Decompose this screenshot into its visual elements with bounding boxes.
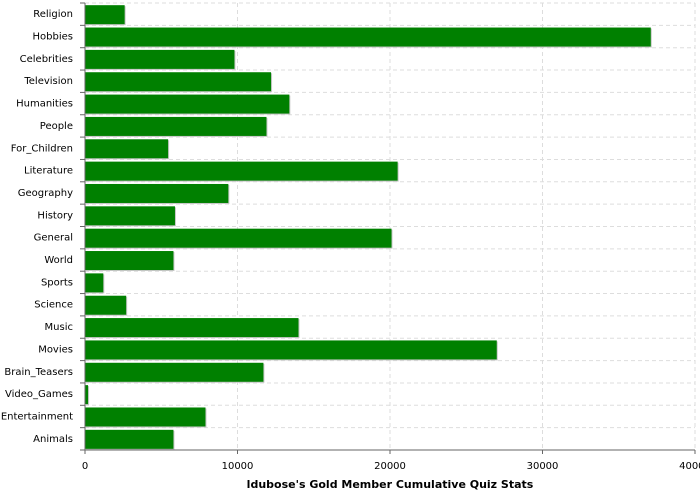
bar xyxy=(85,429,174,449)
y-tick-label: Sports xyxy=(41,277,73,288)
bar xyxy=(85,385,89,405)
x-tick-label: 40000 xyxy=(679,461,700,472)
y-tick-label: General xyxy=(34,233,73,244)
chart-title: ldubose's Gold Member Cumulative Quiz St… xyxy=(247,478,534,491)
bar xyxy=(85,340,497,360)
x-tick-label: 20000 xyxy=(374,461,406,472)
bar xyxy=(85,407,206,427)
y-tick-label: Entertainment xyxy=(1,411,73,422)
bar xyxy=(85,273,104,293)
bar xyxy=(85,139,169,159)
y-tick-label: Religion xyxy=(33,9,73,20)
y-tick-label: Television xyxy=(23,76,73,87)
bar xyxy=(85,116,267,136)
y-tick-label: Hobbies xyxy=(33,32,73,43)
bar xyxy=(85,27,651,47)
y-tick-label: Humanities xyxy=(16,99,73,110)
y-tick-label: Music xyxy=(45,322,73,333)
y-tick-label: Animals xyxy=(33,434,73,445)
bar xyxy=(85,251,174,271)
y-tick-label: History xyxy=(37,210,73,221)
y-tick-label: For_Children xyxy=(11,143,73,154)
bar xyxy=(85,72,272,92)
x-tick-label: 10000 xyxy=(222,461,254,472)
y-tick-label: Video_Games xyxy=(5,389,73,400)
bar xyxy=(85,161,398,181)
bar xyxy=(85,362,264,382)
y-tick-label: Geography xyxy=(18,188,73,199)
y-tick-label: People xyxy=(40,121,73,132)
y-tick-label: Literature xyxy=(24,166,73,177)
bar xyxy=(85,5,125,25)
bar xyxy=(85,206,175,226)
y-tick-label: Celebrities xyxy=(20,54,73,65)
y-tick-label: World xyxy=(44,255,73,266)
bar xyxy=(85,183,229,203)
y-tick-label: Brain_Teasers xyxy=(4,367,73,378)
y-tick-label: Science xyxy=(34,300,73,311)
bar xyxy=(85,94,290,114)
bar xyxy=(85,49,235,69)
bar xyxy=(85,228,392,248)
x-tick-label: 30000 xyxy=(527,461,559,472)
bar xyxy=(85,318,299,338)
y-tick-label: Movies xyxy=(38,344,73,355)
x-tick-label: 0 xyxy=(82,461,88,472)
bar xyxy=(85,295,127,315)
